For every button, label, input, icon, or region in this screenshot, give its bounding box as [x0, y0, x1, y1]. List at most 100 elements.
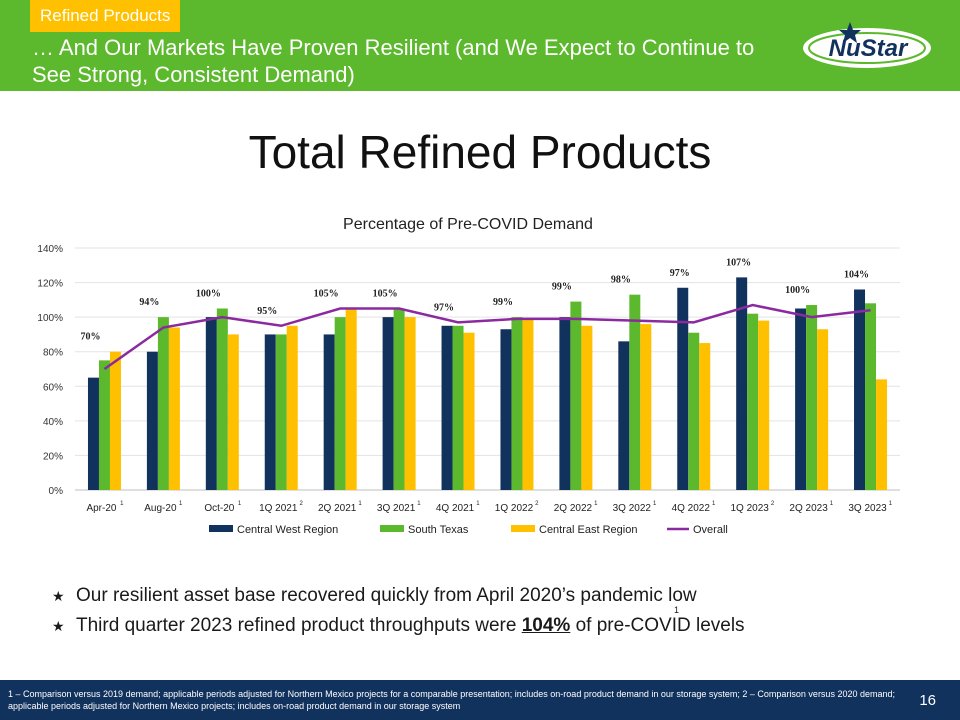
bar [618, 341, 630, 490]
bar [345, 308, 357, 490]
header-band: Refined Products … And Our Markets Have … [0, 0, 960, 91]
y-tick-label: 60% [43, 382, 63, 393]
y-tick-label: 40% [43, 417, 63, 428]
bar [441, 325, 453, 490]
bar [382, 317, 394, 490]
bar [522, 318, 534, 490]
bar [264, 334, 276, 490]
data-label: 104% [844, 269, 869, 280]
legend-label: South Texas [408, 524, 469, 536]
bar [157, 317, 169, 490]
star-bullet-icon: ★ [52, 618, 65, 634]
x-tick-note: 1 [830, 501, 834, 507]
nustar-logo: NuStar [803, 22, 931, 68]
data-label: 99% [493, 297, 513, 308]
bar [404, 317, 416, 490]
x-tick-note: 1 [179, 501, 183, 507]
data-label: 94% [139, 297, 159, 308]
legend-label: Central West Region [237, 524, 338, 536]
y-tick-label: 20% [43, 451, 63, 462]
y-tick-label: 140% [37, 244, 63, 255]
bar [629, 294, 641, 490]
bar [854, 289, 866, 490]
bar [511, 317, 523, 490]
x-tick-note: 1 [594, 501, 598, 507]
bar [334, 317, 346, 490]
bar [463, 332, 475, 490]
data-label: 99% [552, 282, 572, 293]
chart-title: Percentage of Pre-COVID Demand [343, 216, 593, 233]
slide-headline: … And Our Markets Have Proven Resilient … [32, 35, 755, 87]
legend-label: Central East Region [539, 524, 637, 536]
bar [452, 325, 464, 490]
bar [677, 287, 689, 490]
bar [286, 325, 298, 490]
x-tick-label: 2Q 2021 [318, 503, 357, 514]
data-label: 105% [314, 289, 339, 300]
x-tick-label: 4Q 2022 [672, 503, 711, 514]
bar [109, 351, 121, 490]
data-label: 98% [611, 275, 631, 286]
x-tick-note: 1 [889, 501, 893, 507]
bar [570, 301, 582, 490]
x-tick-label: Oct-20 [204, 503, 234, 514]
x-tick-label: 2Q 2022 [554, 503, 593, 514]
y-tick-label: 100% [37, 313, 63, 324]
footer-band: 1 – Comparison versus 2019 demand; appli… [0, 680, 960, 720]
bar [168, 327, 180, 490]
y-tick-label: 0% [49, 486, 64, 497]
bar [216, 308, 228, 490]
y-tick-label: 80% [43, 348, 63, 359]
data-label: 95% [257, 306, 277, 317]
legend-swatch [209, 525, 233, 532]
x-tick-note: 1 [358, 501, 362, 507]
bar [806, 305, 818, 490]
x-tick-note: 2 [771, 501, 775, 507]
bar [87, 377, 99, 490]
bullet-2-footnote-mark: 1 [674, 605, 680, 615]
legend-label: Overall [693, 524, 728, 536]
y-tick-label: 120% [37, 279, 63, 290]
bar [227, 334, 239, 490]
x-tick-label: 1Q 2022 [495, 503, 534, 514]
data-label: 100% [785, 285, 810, 296]
data-label: 70% [80, 332, 100, 343]
bar [865, 303, 877, 490]
bar [795, 308, 807, 490]
bar [747, 313, 759, 490]
bullet-2-post: of pre-COVID levels [570, 615, 745, 636]
demand-chart: Percentage of Pre-COVID Demand 70% 94% 100… [37, 216, 900, 536]
bar [205, 317, 217, 490]
page-number: 16 [919, 692, 936, 709]
bar [640, 324, 652, 490]
data-label: 105% [373, 289, 398, 300]
data-label: 97% [670, 268, 690, 279]
x-tick-note: 1 [120, 501, 124, 507]
x-tick-note: 1 [238, 501, 242, 507]
footnote: 1 – Comparison versus 2019 demand; appli… [8, 689, 895, 711]
data-label: 100% [196, 289, 221, 300]
bar [876, 379, 888, 490]
x-tick-note: 1 [712, 501, 716, 507]
bar [275, 334, 287, 490]
bar [581, 325, 593, 490]
bar [393, 308, 405, 490]
data-label: 97% [434, 302, 454, 313]
x-tick-label: 3Q 2022 [613, 503, 652, 514]
bar [736, 277, 748, 490]
x-tick-note: 2 [535, 501, 539, 507]
legend-swatch [511, 525, 535, 532]
star-bullet-icon: ★ [52, 588, 65, 604]
x-tick-label: 3Q 2021 [377, 503, 416, 514]
bar [323, 334, 335, 490]
bar [500, 329, 512, 490]
data-label: 107% [726, 257, 751, 268]
bar [699, 343, 711, 490]
main-title: Total Refined Products [248, 126, 712, 178]
star-icon [839, 22, 861, 43]
bar [146, 351, 158, 490]
x-tick-note: 2 [299, 501, 303, 507]
x-tick-label: 3Q 2023 [848, 503, 887, 514]
x-tick-label: Aug-20 [144, 503, 177, 514]
bullet-1: ★ Our resilient asset base recovered qui… [52, 582, 932, 612]
